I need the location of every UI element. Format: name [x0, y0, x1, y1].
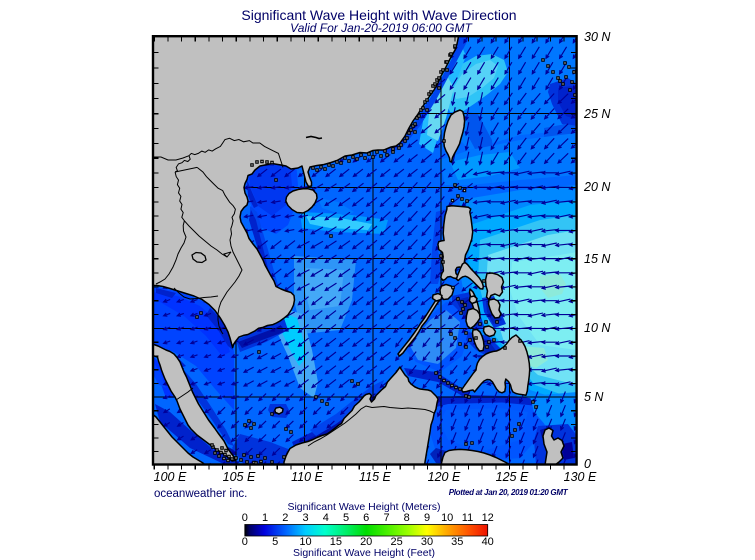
- svg-text:120 E: 120 E: [428, 470, 461, 484]
- svg-text:25 N: 25 N: [583, 107, 611, 121]
- svg-text:Plotted at Jan 20, 2019 01:20: Plotted at Jan 20, 2019 01:20 GMT: [449, 488, 569, 497]
- svg-text:0: 0: [242, 512, 248, 524]
- svg-text:110 E: 110 E: [291, 470, 323, 484]
- svg-text:25: 25: [390, 536, 402, 548]
- svg-text:30 N: 30 N: [584, 30, 611, 44]
- svg-text:5 N: 5 N: [584, 390, 604, 404]
- svg-text:10: 10: [299, 536, 311, 548]
- svg-text:8: 8: [404, 512, 410, 524]
- svg-text:20 N: 20 N: [583, 180, 611, 194]
- svg-text:0: 0: [242, 536, 248, 548]
- svg-text:15 N: 15 N: [584, 252, 611, 266]
- svg-text:Significant Wave Height (Meter: Significant Wave Height (Meters): [287, 501, 440, 513]
- svg-text:4: 4: [323, 512, 329, 524]
- svg-text:12: 12: [482, 512, 494, 524]
- svg-text:Significant Wave Height (Feet): Significant Wave Height (Feet): [293, 547, 435, 559]
- svg-text:1: 1: [262, 512, 268, 524]
- svg-text:20: 20: [360, 536, 372, 548]
- svg-text:30: 30: [421, 536, 433, 548]
- svg-text:2: 2: [282, 512, 288, 524]
- svg-text:3: 3: [302, 512, 308, 524]
- svg-text:35: 35: [451, 536, 463, 548]
- svg-text:5: 5: [272, 536, 278, 548]
- svg-text:125 E: 125 E: [496, 470, 529, 484]
- svg-text:7: 7: [383, 512, 389, 524]
- svg-text:5: 5: [343, 512, 349, 524]
- svg-text:0: 0: [584, 457, 591, 471]
- svg-text:15: 15: [330, 536, 342, 548]
- svg-text:oceanweather inc.: oceanweather inc.: [154, 488, 247, 500]
- svg-text:11: 11: [462, 512, 473, 524]
- svg-text:9: 9: [424, 512, 430, 524]
- svg-text:115 E: 115 E: [359, 470, 391, 484]
- svg-text:130 E: 130 E: [564, 470, 597, 484]
- svg-text:40: 40: [482, 536, 494, 548]
- svg-text:6: 6: [363, 512, 369, 524]
- svg-text:105 E: 105 E: [223, 470, 256, 484]
- svg-text:Significant Wave Height with W: Significant Wave Height with Wave Direct…: [241, 7, 516, 23]
- svg-text:100 E: 100 E: [154, 470, 187, 484]
- svg-text:10 N: 10 N: [584, 321, 611, 335]
- svg-text:10: 10: [441, 512, 453, 524]
- svg-text:Valid For Jan-20-2019 06:00 GM: Valid For Jan-20-2019 06:00 GMT: [290, 21, 473, 35]
